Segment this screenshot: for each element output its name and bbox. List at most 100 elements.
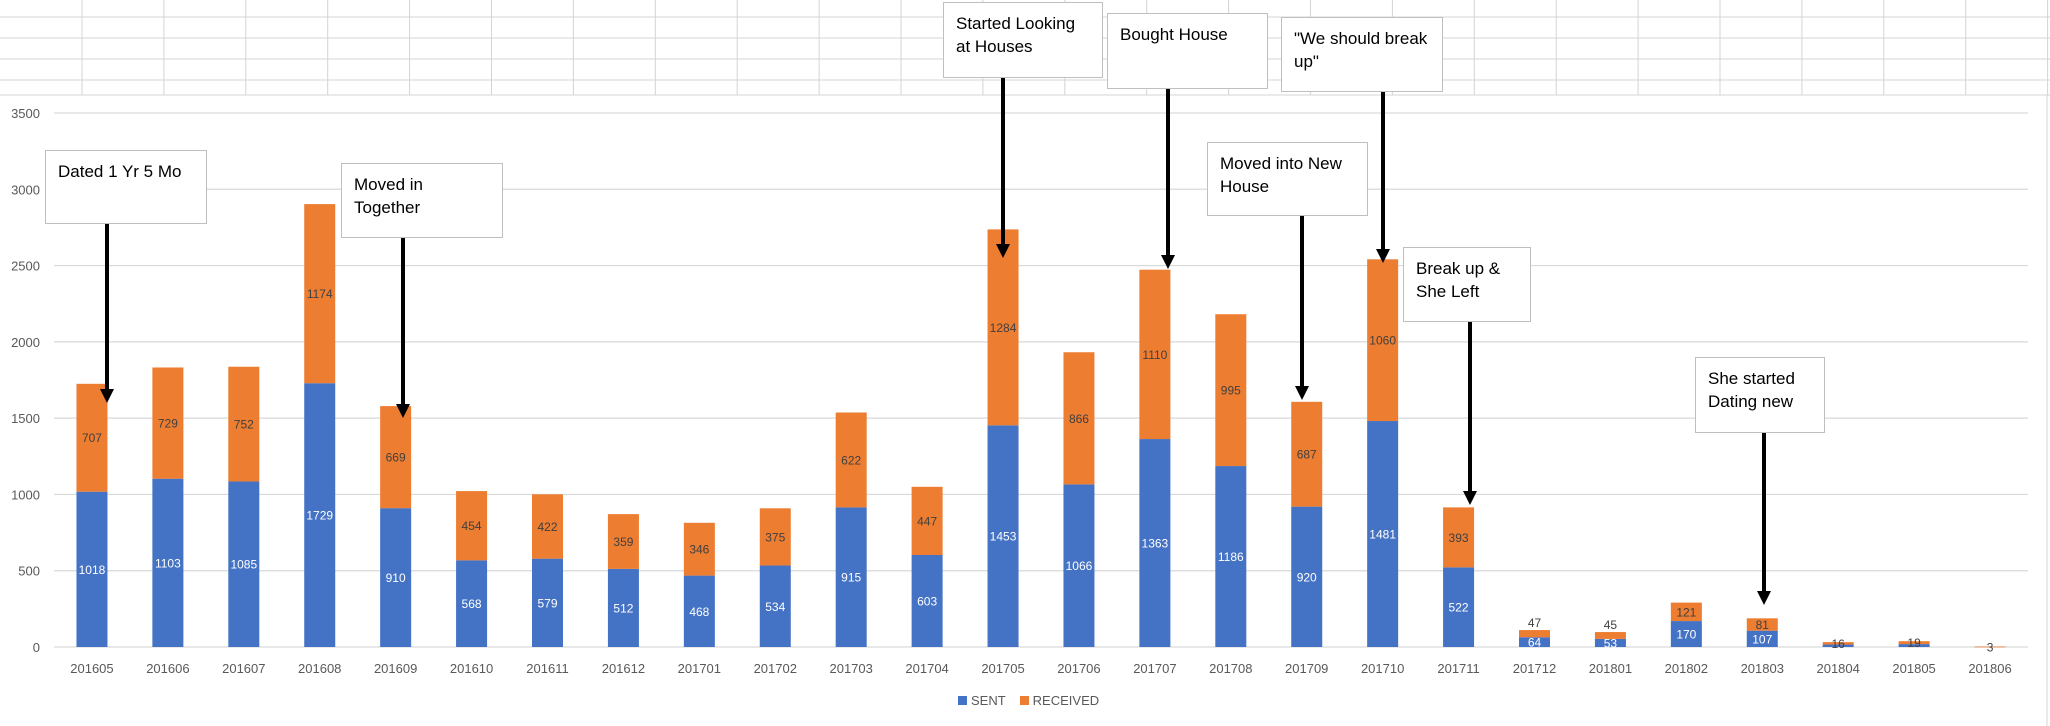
y-tick-label: 2000 (11, 335, 40, 350)
bar-sent (1746, 630, 1778, 647)
bar-received (1822, 642, 1854, 645)
data-label-sent: 1453 (990, 530, 1017, 544)
annotation-callout[interactable]: Moved into New House (1207, 142, 1368, 216)
bar-received (1746, 618, 1778, 631)
data-label-received: 375 (765, 530, 785, 544)
arrow-head-icon (100, 389, 114, 403)
data-label-received: 81 (1756, 618, 1770, 632)
data-label-received: 752 (234, 418, 254, 432)
data-label-sent: 603 (917, 594, 937, 608)
x-tick-label: 201704 (905, 661, 948, 676)
annotation-callout[interactable]: "We should break up" (1281, 17, 1443, 92)
data-label-sent: 910 (386, 571, 406, 585)
bar-received (1519, 630, 1550, 638)
bar-sent (1822, 644, 1854, 647)
x-tick-label: 201805 (1892, 661, 1935, 676)
data-label-received: 19 (1907, 636, 1921, 650)
x-tick-label: 201702 (754, 661, 797, 676)
arrow-head-icon (1757, 591, 1771, 605)
x-tick-label: 201801 (1589, 661, 1632, 676)
bar-received (1898, 641, 1930, 645)
bar-sent (1063, 484, 1095, 647)
data-label-received: 393 (1449, 531, 1469, 545)
bar-sent (987, 425, 1019, 647)
x-tick-label: 201804 (1816, 661, 1859, 676)
data-label-received: 1284 (990, 321, 1017, 335)
bar-received (911, 486, 943, 555)
annotation-arrows (100, 78, 1771, 605)
data-label-received: 687 (1297, 448, 1317, 462)
data-label-received: 866 (1069, 412, 1089, 426)
annotation-callout[interactable]: Moved in Together (341, 163, 503, 238)
data-label-sent: 53 (1604, 636, 1618, 650)
x-tick-label: 201610 (450, 661, 493, 676)
bar-sent (911, 554, 943, 647)
bar-received (987, 229, 1019, 426)
annotation-callout[interactable]: Started Looking at Houses (943, 2, 1103, 78)
bar-received (1291, 401, 1323, 507)
annotation-callout[interactable]: Bought House (1107, 13, 1268, 89)
data-label-received: 3 (1987, 640, 1994, 654)
x-tick-label: 201806 (1968, 661, 2011, 676)
bar-received (1443, 507, 1475, 568)
y-tick-label: 2500 (11, 259, 40, 274)
bar-received (304, 204, 336, 384)
y-tick-label: 500 (18, 564, 40, 579)
data-label-received: 16 (1832, 637, 1846, 651)
bar-received (456, 491, 488, 561)
arrow-head-icon (1376, 249, 1390, 263)
y-tick-label: 1500 (11, 411, 40, 426)
bar-sent (304, 383, 336, 647)
y-tick-label: 0 (33, 640, 40, 655)
bar-received (1670, 602, 1702, 622)
x-tick-label: 201701 (678, 661, 721, 676)
bar-received (532, 494, 563, 559)
x-tick-label: 201611 (526, 661, 568, 676)
legend-swatch-sent (958, 696, 967, 705)
data-label-received: 707 (82, 431, 102, 445)
bar-sent (1594, 638, 1626, 647)
data-label-sent: 579 (537, 596, 557, 610)
x-tick-label: 201612 (602, 661, 645, 676)
x-tick-label: 201609 (374, 661, 417, 676)
bar-sent (1215, 466, 1247, 647)
x-axis-ticks: 201605 201606 201607 201608 201609 201610 2016… (70, 661, 2011, 676)
data-label-sent: 568 (462, 597, 482, 611)
data-label-sent: 1018 (79, 563, 106, 577)
arrow-head-icon (396, 404, 410, 418)
data-label-sent: 1729 (306, 509, 333, 523)
data-label-received: 346 (689, 543, 709, 557)
annotation-callout[interactable]: Dated 1 Yr 5 Mo (45, 150, 207, 224)
legend[interactable]: SENT RECEIVED (958, 693, 1109, 708)
arrow-head-icon (996, 244, 1010, 258)
legend-item-sent[interactable]: SENT (958, 693, 1006, 708)
bar-sent (1519, 637, 1550, 647)
legend-item-received[interactable]: RECEIVED (1019, 693, 1099, 708)
arrow-head-icon (1463, 491, 1477, 505)
x-tick-label: 201705 (981, 661, 1024, 676)
data-label-received: 1174 (307, 287, 333, 301)
x-tick-label: 201710 (1361, 661, 1404, 676)
bar-received (683, 522, 715, 576)
annotation-callout[interactable]: She started Dating new (1695, 357, 1825, 433)
x-tick-label: 201709 (1285, 661, 1328, 676)
x-tick-label: 201711 (1437, 661, 1479, 676)
bar-sent (1443, 567, 1475, 647)
data-label-sent: 920 (1297, 570, 1317, 584)
y-tick-label: 3500 (11, 106, 40, 121)
bars: 1018 707 1103 729 1085 752 1729 1174 910 669 568 45… (76, 204, 2006, 654)
x-tick-label: 201605 (70, 661, 113, 676)
bar-sent (532, 558, 563, 647)
data-label-sent: 522 (1449, 601, 1469, 615)
bar-sent (228, 481, 260, 647)
x-tick-label: 201703 (829, 661, 872, 676)
data-label-received: 1110 (1142, 348, 1167, 362)
data-label-received: 45 (1604, 618, 1618, 632)
data-label-received: 359 (613, 535, 633, 549)
data-label-sent: 534 (765, 600, 785, 614)
data-label-sent: 170 (1676, 628, 1696, 642)
annotation-callout[interactable]: Break up & She Left (1403, 247, 1531, 322)
data-label-received: 422 (537, 520, 557, 534)
data-label-sent: 468 (689, 605, 709, 619)
